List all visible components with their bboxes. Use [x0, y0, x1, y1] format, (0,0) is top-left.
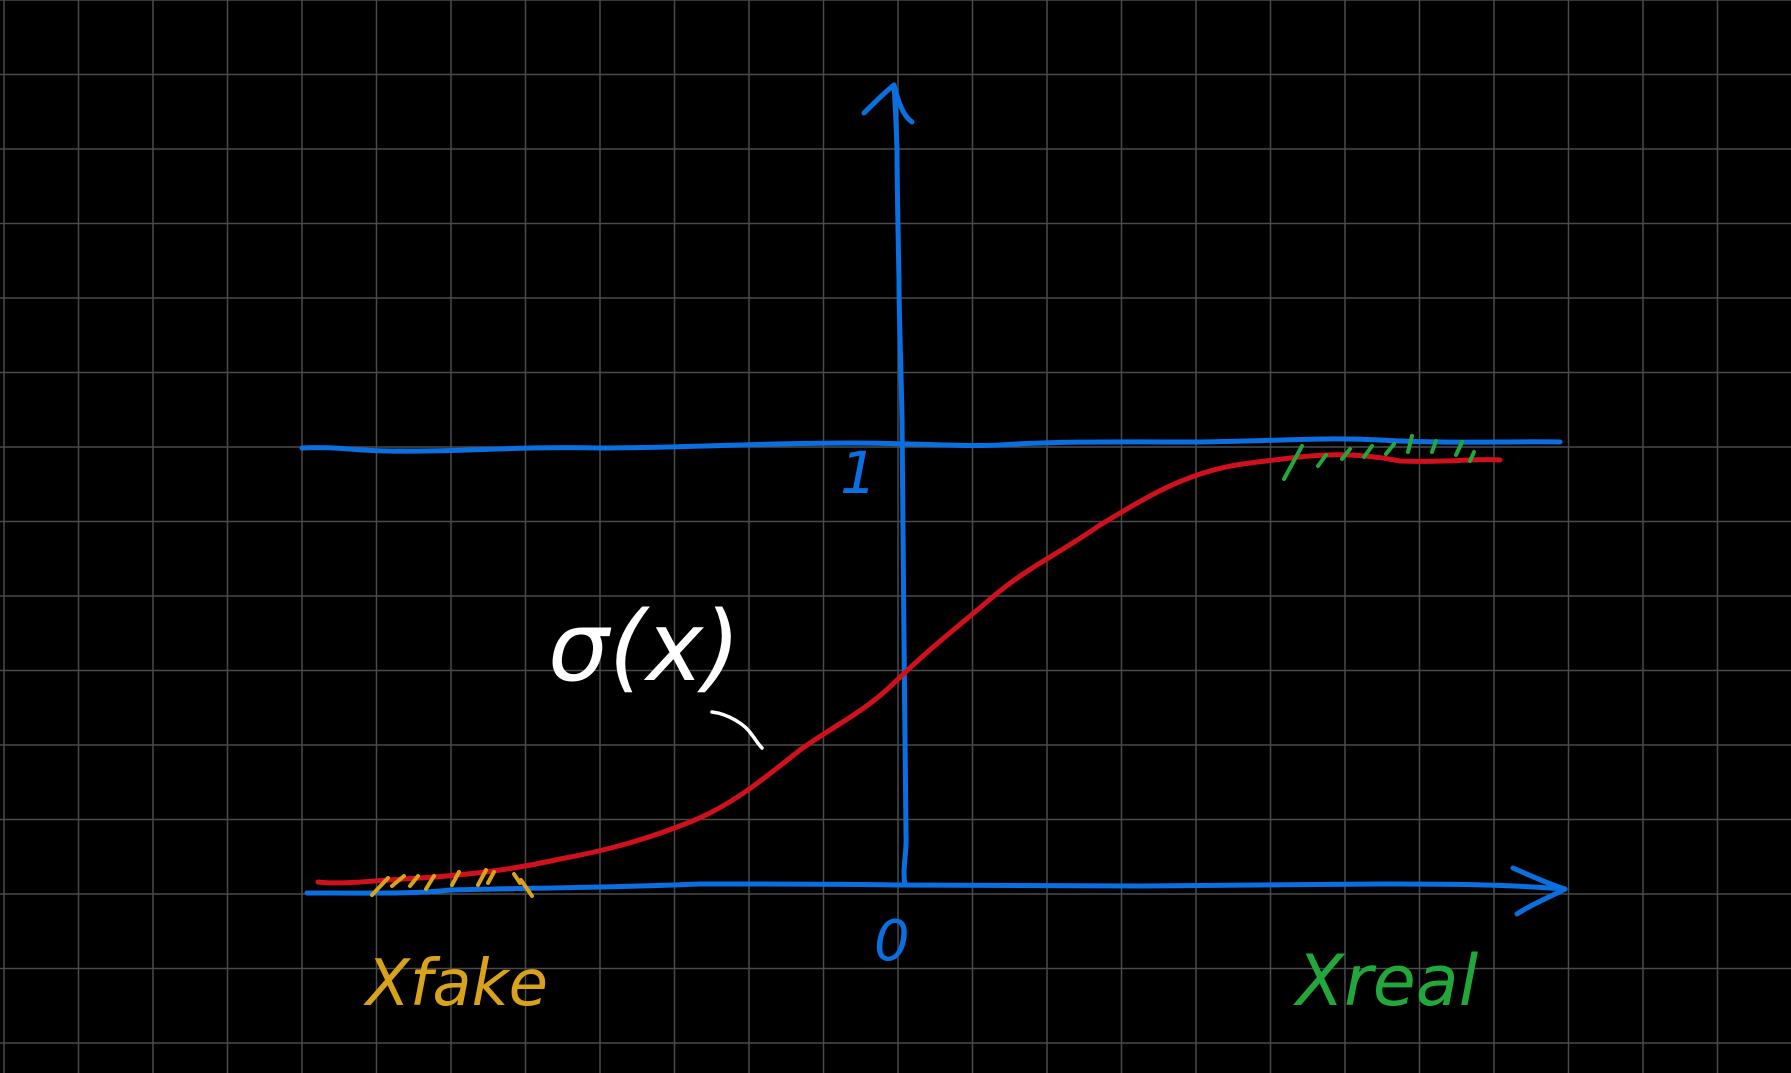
sigmoid-curve — [315, 452, 1503, 886]
x-axis-arrowhead — [1510, 865, 1568, 917]
origin-label: 0 — [874, 909, 910, 974]
y-one-label: 1 — [840, 439, 877, 507]
sigma-label: σ(x) — [548, 591, 741, 703]
y-one-line — [299, 436, 1563, 454]
y-axis — [891, 82, 909, 887]
fake-data-label: Xfake — [363, 947, 548, 1021]
x-axis — [304, 881, 1568, 896]
real-data-label: Xreal — [1292, 940, 1479, 1022]
fake-samples-ticks — [370, 868, 534, 898]
real-samples-ticks — [1282, 434, 1476, 481]
curve-label-pointer — [710, 710, 764, 750]
y-axis-arrowhead — [861, 82, 915, 125]
